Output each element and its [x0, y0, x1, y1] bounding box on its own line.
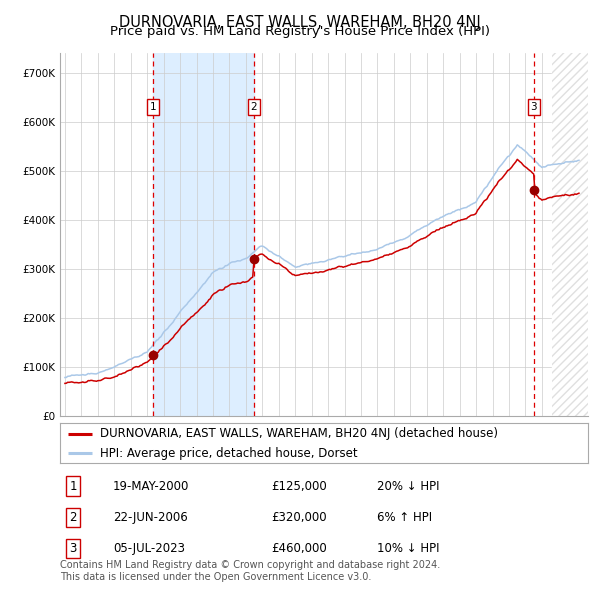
Text: 05-JUL-2023: 05-JUL-2023 — [113, 542, 185, 555]
Text: 6% ↑ HPI: 6% ↑ HPI — [377, 511, 432, 524]
Text: 1: 1 — [150, 102, 157, 112]
Text: £460,000: £460,000 — [271, 542, 327, 555]
Bar — [552, 53, 588, 416]
Text: 2: 2 — [70, 511, 77, 524]
Bar — [552, 53, 588, 416]
Text: 3: 3 — [70, 542, 77, 555]
Text: Contains HM Land Registry data © Crown copyright and database right 2024.
This d: Contains HM Land Registry data © Crown c… — [60, 560, 440, 582]
Text: 3: 3 — [530, 102, 537, 112]
Text: 10% ↓ HPI: 10% ↓ HPI — [377, 542, 439, 555]
Text: £320,000: £320,000 — [271, 511, 327, 524]
Text: 22-JUN-2006: 22-JUN-2006 — [113, 511, 188, 524]
Text: 19-MAY-2000: 19-MAY-2000 — [113, 480, 189, 493]
Text: £125,000: £125,000 — [271, 480, 327, 493]
Text: Price paid vs. HM Land Registry's House Price Index (HPI): Price paid vs. HM Land Registry's House … — [110, 25, 490, 38]
Text: 1: 1 — [70, 480, 77, 493]
Text: DURNOVARIA, EAST WALLS, WAREHAM, BH20 4NJ (detached house): DURNOVARIA, EAST WALLS, WAREHAM, BH20 4N… — [100, 427, 497, 440]
Text: DURNOVARIA, EAST WALLS, WAREHAM, BH20 4NJ: DURNOVARIA, EAST WALLS, WAREHAM, BH20 4N… — [119, 15, 481, 30]
Text: 20% ↓ HPI: 20% ↓ HPI — [377, 480, 439, 493]
Text: 2: 2 — [250, 102, 257, 112]
Text: HPI: Average price, detached house, Dorset: HPI: Average price, detached house, Dors… — [100, 447, 357, 460]
Bar — [153, 53, 254, 416]
